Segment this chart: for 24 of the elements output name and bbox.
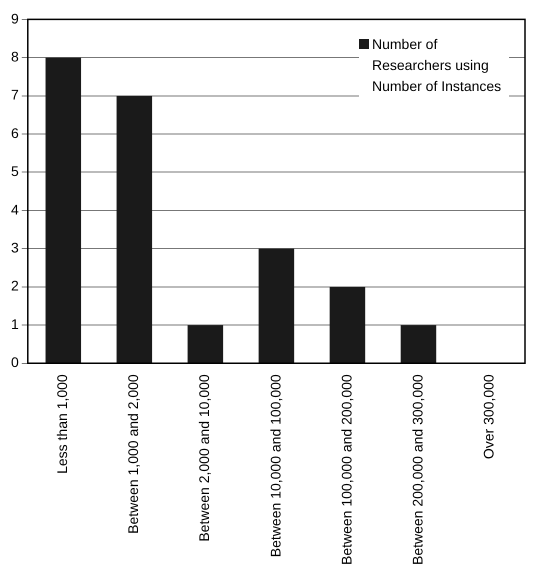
- x-tick-label: Over 300,000: [480, 374, 496, 460]
- bar: [258, 248, 294, 363]
- y-tick-label: 2: [10, 278, 19, 294]
- y-tick-label: 4: [10, 201, 19, 218]
- y-tick-label: 7: [10, 86, 19, 103]
- bar: [46, 58, 82, 363]
- bar: [330, 286, 366, 363]
- x-tick-label: Between 1,000 and 2,000: [125, 374, 142, 534]
- y-tick-label: 1: [10, 316, 19, 332]
- y-tick-label: 5: [10, 163, 19, 180]
- bar: [116, 96, 152, 363]
- x-tick-label: Between 2,000 and 10,000: [196, 374, 212, 542]
- y-tick-label: 3: [10, 240, 19, 256]
- y-tick-label: 0: [10, 354, 19, 370]
- legend-label: Number of Researchers using Number of Instances: [372, 35, 502, 96]
- bar: [400, 325, 436, 363]
- y-tick-label: 6: [10, 124, 19, 141]
- y-tick-label: 8: [10, 48, 19, 64]
- x-tick-label: Less than 1,000: [54, 374, 70, 474]
- x-tick-label: Between 200,000 and 300,000: [409, 374, 426, 566]
- y-tick-label: 9: [10, 10, 19, 26]
- x-tick-label: Between 100,000 and 200,000: [338, 374, 354, 566]
- x-tick-label: Between 10,000 and 100,000: [267, 374, 284, 558]
- bar: [188, 325, 224, 363]
